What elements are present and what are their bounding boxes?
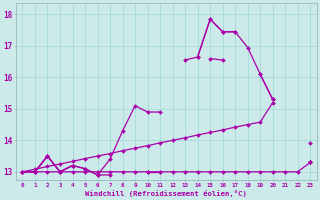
X-axis label: Windchill (Refroidissement éolien,°C): Windchill (Refroidissement éolien,°C)	[85, 190, 247, 197]
